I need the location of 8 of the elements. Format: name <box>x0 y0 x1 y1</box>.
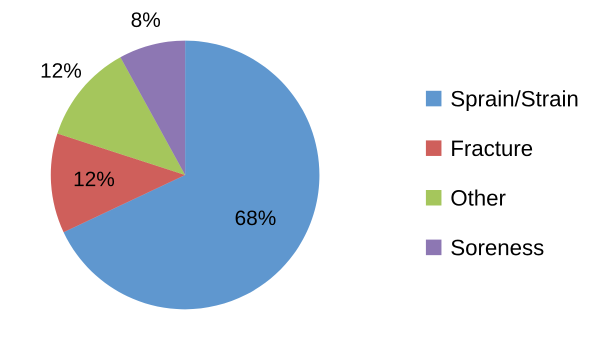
legend-label: Other <box>451 189 506 206</box>
data-label: 12% <box>74 172 114 186</box>
data-label: 68% <box>236 210 276 226</box>
legend-label: Sprain/Strain <box>451 90 578 111</box>
data-label: 12% <box>42 63 82 78</box>
legend-label: Fracture <box>452 140 532 156</box>
data-label: 8% <box>132 12 160 28</box>
legend-label: Soreness <box>451 240 544 256</box>
